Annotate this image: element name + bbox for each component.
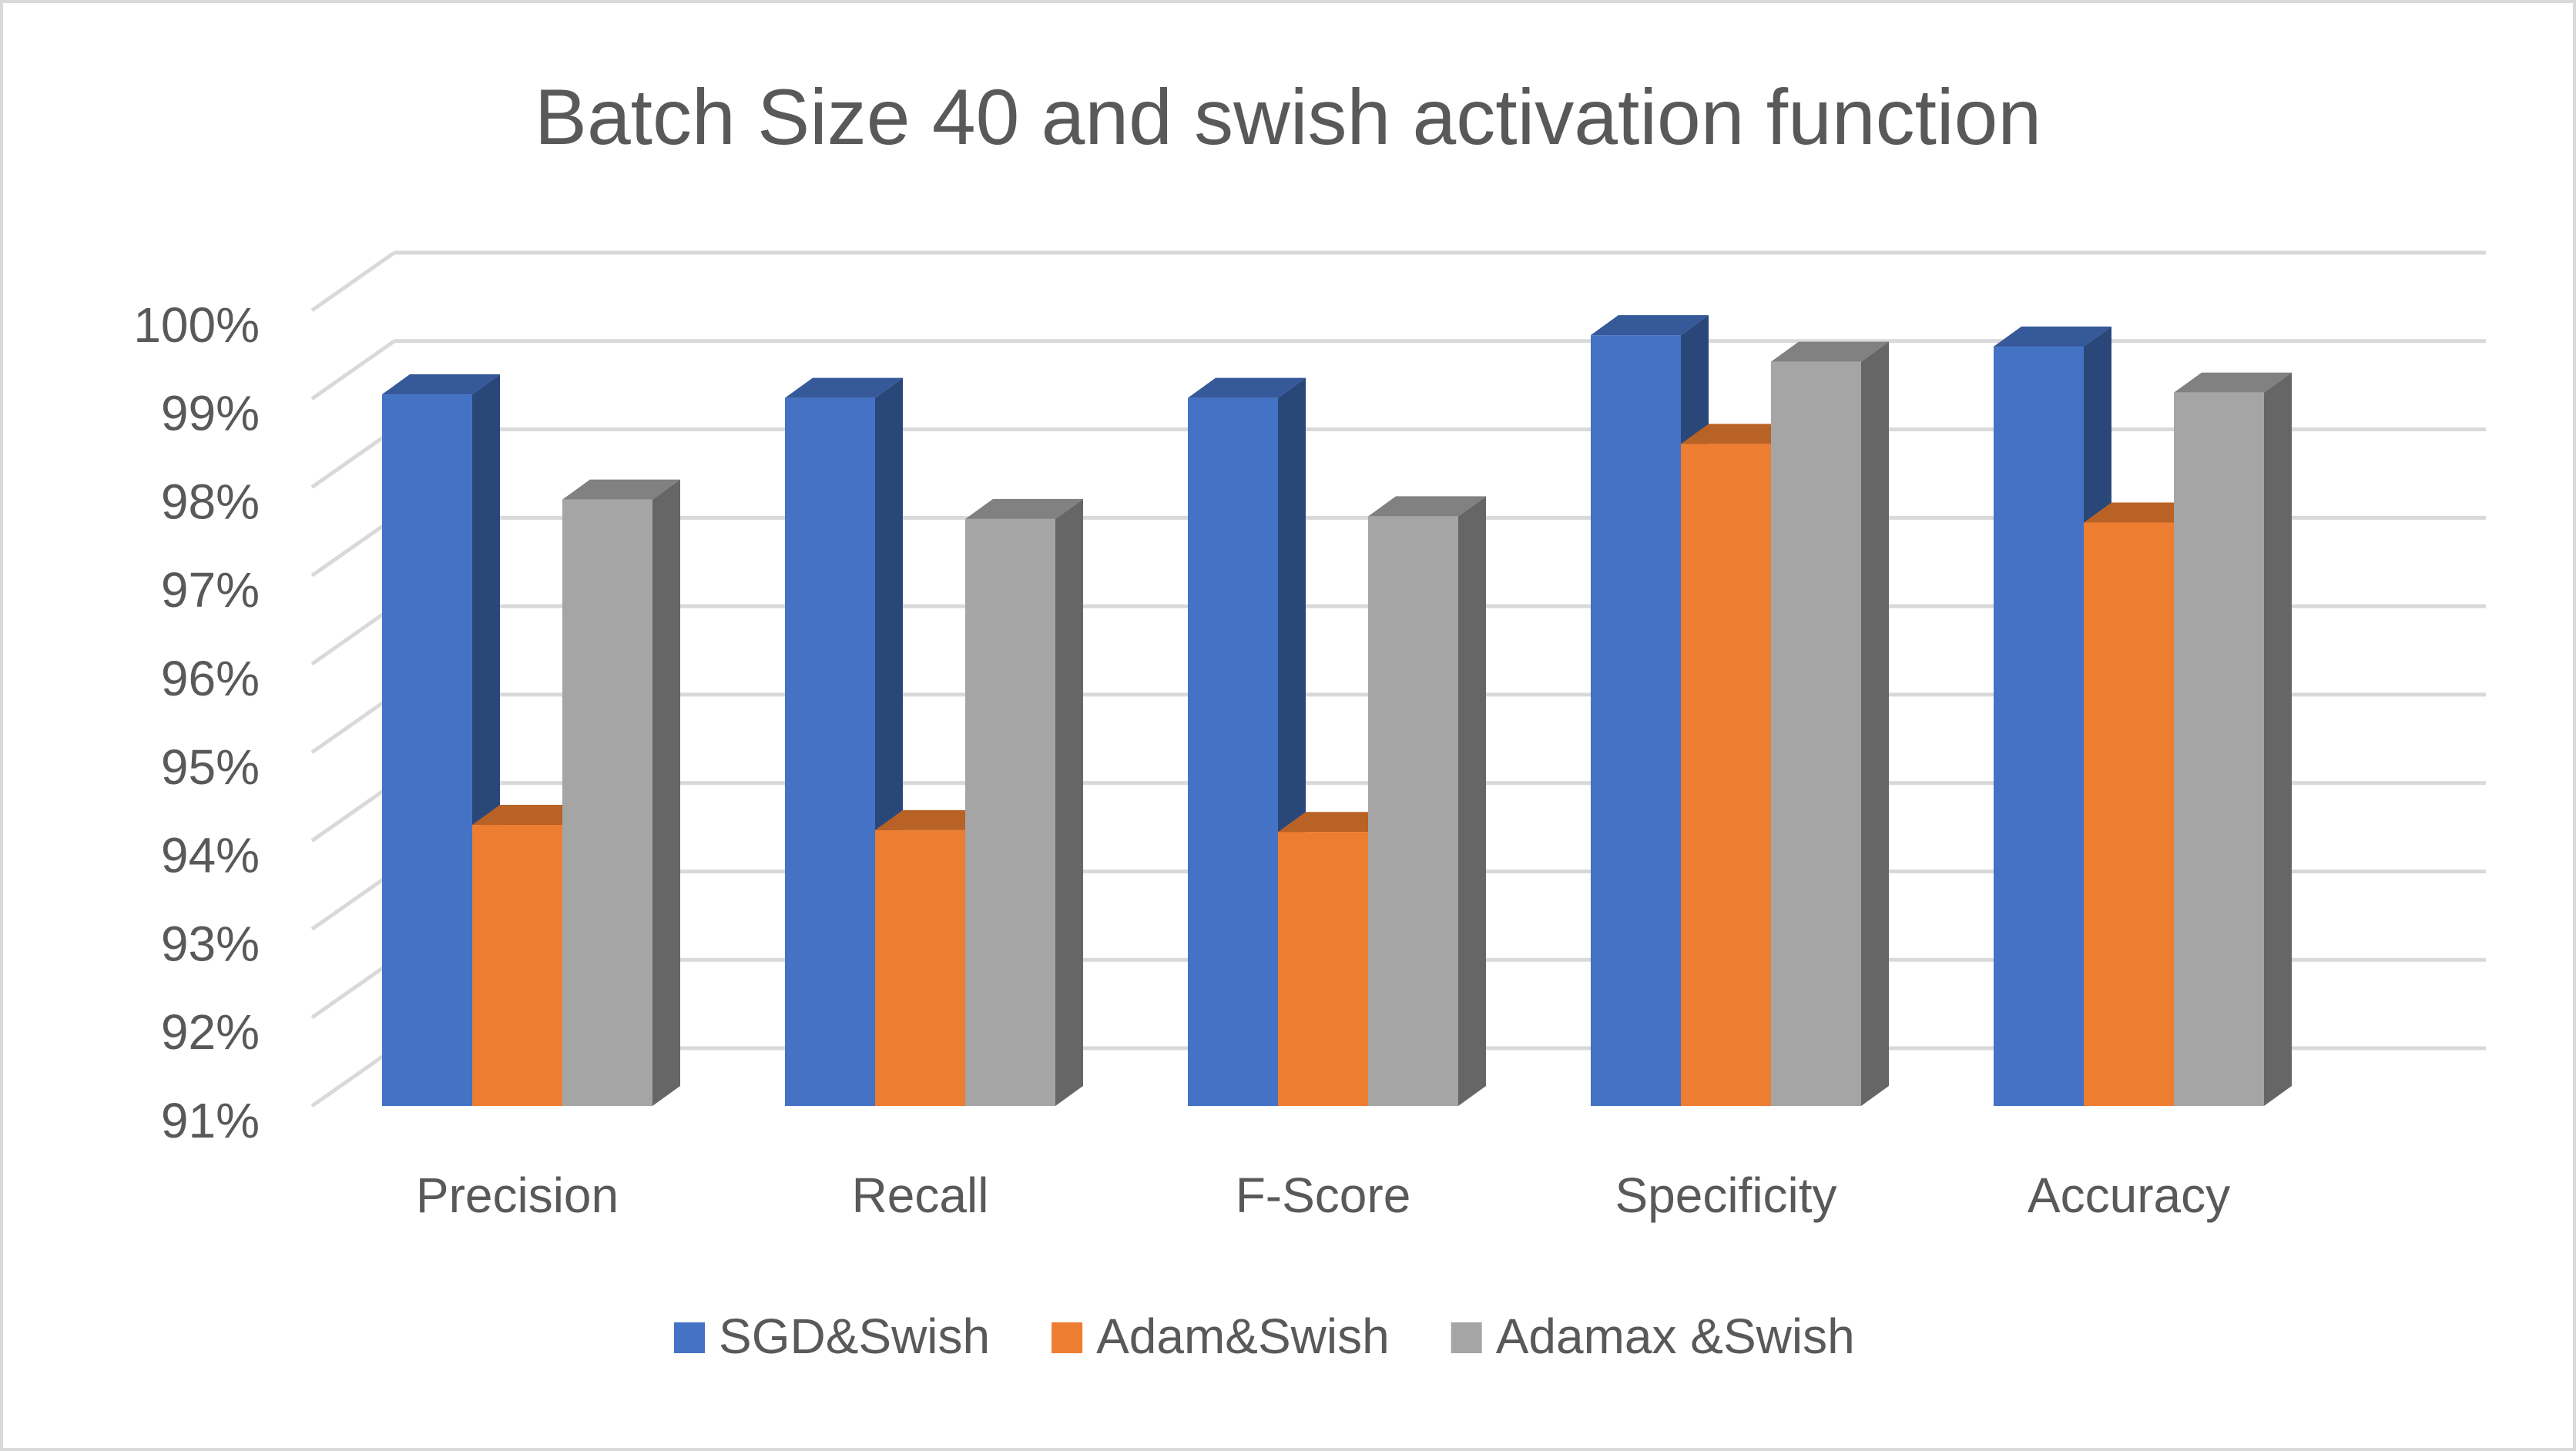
grid-line-side (310, 339, 396, 400)
bar-side (1861, 341, 1889, 1106)
x-tick-label: Specificity (1615, 1168, 1836, 1223)
legend-label: Adamax &Swish (1496, 1309, 1855, 1364)
y-tick-label: 100% (133, 297, 260, 353)
bar-top (1188, 377, 1306, 398)
bar (965, 498, 1083, 1106)
grid-line-side (310, 250, 396, 313)
bar-top (2174, 372, 2292, 393)
y-tick-label: 94% (161, 828, 260, 883)
y-tick-label: 91% (161, 1093, 260, 1148)
y-tick-label: 96% (161, 651, 260, 706)
bar-top (1368, 496, 1486, 517)
grid-line-side (310, 692, 396, 754)
x-tick-label: Precision (416, 1168, 619, 1223)
bar-side (652, 479, 680, 1106)
legend-swatch (674, 1322, 705, 1353)
bar-front (1188, 397, 1278, 1106)
y-tick-label: 93% (161, 916, 260, 971)
bar (562, 479, 680, 1106)
grid-line-side (310, 427, 396, 489)
bar-side (1458, 496, 1486, 1106)
grid-line-side (310, 781, 396, 843)
bar-top (472, 805, 590, 826)
bar-front (1681, 444, 1771, 1106)
bar-front (382, 394, 472, 1106)
bar-top (965, 498, 1083, 519)
bar-front (472, 825, 562, 1106)
y-tick-label: 95% (161, 739, 260, 795)
bar-front (2084, 522, 2174, 1106)
grid-line-side (310, 870, 396, 931)
bar (785, 377, 903, 1106)
legend-swatch (1451, 1322, 1482, 1353)
grid-line-side (310, 958, 396, 1020)
bar-top (382, 374, 500, 395)
bar-top (562, 479, 680, 500)
bar-front (965, 518, 1055, 1106)
grid-line-side (310, 516, 396, 578)
bar-front (2174, 392, 2264, 1106)
bar-top (1681, 424, 1799, 444)
bar (1368, 496, 1486, 1106)
grid-line-side (310, 605, 396, 666)
bar-front (562, 499, 652, 1106)
bar-top (1994, 327, 2111, 347)
bar-front (1994, 347, 2084, 1106)
bar-front (1591, 335, 1681, 1106)
bar-side (2264, 372, 2292, 1106)
bar-top (1771, 341, 1889, 362)
bar-front (875, 829, 965, 1106)
bar-side (1055, 498, 1083, 1106)
y-tick-label: 92% (161, 1004, 260, 1060)
y-tick-label: 99% (161, 386, 260, 441)
legend-label: SGD&Swish (719, 1309, 990, 1364)
x-tick-label: Recall (852, 1168, 989, 1223)
bar-front (1368, 516, 1458, 1106)
bar-top (1591, 315, 1709, 336)
bar (1188, 377, 1306, 1106)
bar-front (1771, 361, 1861, 1106)
legend-swatch (1052, 1322, 1083, 1353)
bar-top (1278, 812, 1396, 833)
x-tick-label: F-Score (1236, 1168, 1411, 1223)
y-tick-label: 97% (161, 562, 260, 618)
bar-front (1278, 832, 1368, 1106)
bar-top (2084, 502, 2202, 523)
bar-top (875, 809, 993, 830)
bar (2174, 372, 2292, 1106)
bar (1771, 341, 1889, 1106)
grid-line-side (310, 1046, 396, 1108)
legend-label: Adam&Swish (1096, 1309, 1390, 1364)
bar (382, 374, 500, 1106)
y-tick-label: 98% (161, 474, 260, 529)
bar-top (785, 377, 903, 398)
chart-title: Batch Size 40 and swish activation funct… (535, 73, 2041, 161)
bar-front (785, 397, 875, 1106)
x-tick-label: Accuracy (2028, 1168, 2230, 1223)
